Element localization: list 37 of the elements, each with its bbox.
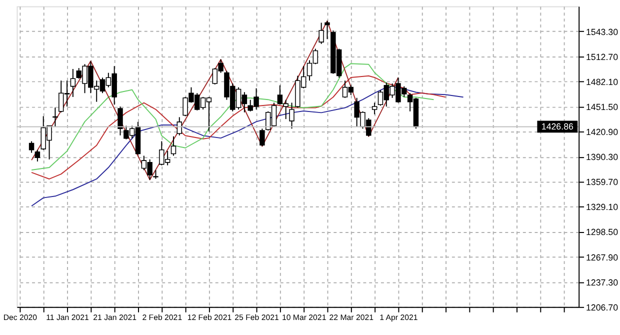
x-tick-label: 11 Jan 2021 (46, 313, 89, 322)
y-tick-label: 1482.10 (586, 76, 618, 87)
candlestick (324, 20, 330, 40)
x-tick-label: 22 Mar 2021 (329, 313, 374, 322)
x-tick-label: 10 Mar 2021 (282, 313, 326, 322)
y-tick-label: 1420.90 (586, 127, 618, 138)
line-series (31, 20, 399, 180)
x-tick-label: Dec 2020 (3, 313, 38, 322)
line-series (31, 63, 434, 170)
candlestick (70, 68, 76, 98)
candlestick (34, 149, 40, 162)
line-series (31, 75, 446, 180)
candlestick (118, 106, 123, 136)
y-tick-label: 1512.70 (586, 52, 618, 62)
candlestick (28, 140, 34, 154)
candlestick (260, 128, 265, 147)
y-tick-label: 1451.50 (586, 102, 618, 112)
candlestick (289, 102, 294, 130)
candlestick (176, 116, 182, 136)
y-tick-label: 1543.30 (586, 26, 618, 37)
x-tick-label: 21 Jan 2021 (93, 313, 137, 322)
ref-line-label: 1426.86 (541, 122, 574, 132)
candlestick (52, 107, 58, 128)
candlestick (372, 102, 378, 115)
y-tick-label: 1237.30 (586, 277, 618, 288)
y-tick-label: 1329.10 (586, 202, 618, 212)
y-tick-label: 1206.70 (586, 302, 618, 312)
x-tick-label: 12 Feb 2021 (187, 313, 232, 322)
x-tick-label: 1 Apr 2021 (380, 313, 418, 322)
y-tick-label: 1359.70 (586, 177, 618, 188)
x-tick-label: 2 Feb 2021 (142, 313, 182, 322)
y-tick-label: 1267.90 (586, 252, 618, 262)
x-tick-label: 25 Feb 2021 (234, 313, 279, 322)
y-tick-label: 1390.30 (586, 152, 618, 162)
y-tick-label: 1298.50 (586, 227, 618, 238)
candlestick (170, 136, 176, 156)
candlestick (318, 22, 324, 44)
